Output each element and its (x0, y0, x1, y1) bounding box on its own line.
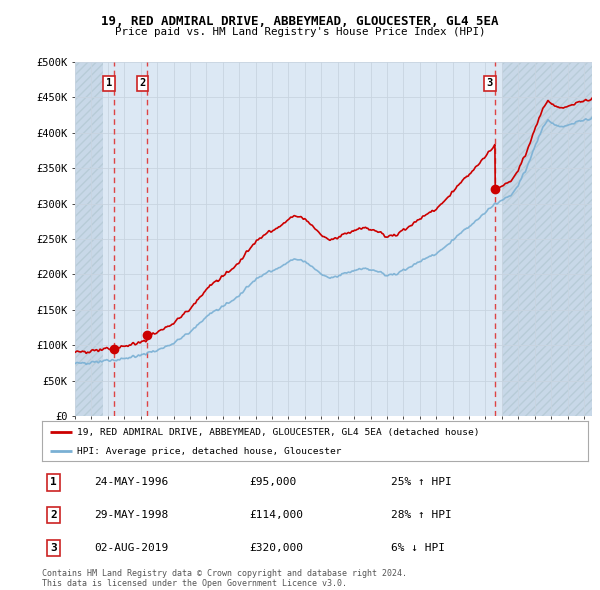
Bar (502, 62, 592, 416)
Bar (75, 62, 103, 416)
Text: Price paid vs. HM Land Registry's House Price Index (HPI): Price paid vs. HM Land Registry's House … (115, 27, 485, 37)
Text: 02-AUG-2019: 02-AUG-2019 (94, 543, 168, 553)
Text: 1: 1 (50, 477, 57, 487)
Text: 24-MAY-1996: 24-MAY-1996 (94, 477, 168, 487)
Text: 19, RED ADMIRAL DRIVE, ABBEYMEAD, GLOUCESTER, GL4 5EA: 19, RED ADMIRAL DRIVE, ABBEYMEAD, GLOUCE… (101, 15, 499, 28)
Text: Contains HM Land Registry data © Crown copyright and database right 2024.
This d: Contains HM Land Registry data © Crown c… (42, 569, 407, 588)
Text: 29-MAY-1998: 29-MAY-1998 (94, 510, 168, 520)
Text: 1: 1 (106, 78, 112, 88)
Text: £320,000: £320,000 (250, 543, 304, 553)
Text: 3: 3 (50, 543, 57, 553)
Text: HPI: Average price, detached house, Gloucester: HPI: Average price, detached house, Glou… (77, 447, 342, 456)
Text: 19, RED ADMIRAL DRIVE, ABBEYMEAD, GLOUCESTER, GL4 5EA (detached house): 19, RED ADMIRAL DRIVE, ABBEYMEAD, GLOUCE… (77, 428, 480, 437)
Text: 25% ↑ HPI: 25% ↑ HPI (391, 477, 452, 487)
Text: £95,000: £95,000 (250, 477, 297, 487)
Text: 28% ↑ HPI: 28% ↑ HPI (391, 510, 452, 520)
Text: 6% ↓ HPI: 6% ↓ HPI (391, 543, 445, 553)
Text: 3: 3 (487, 78, 493, 88)
Text: 2: 2 (50, 510, 57, 520)
Text: £114,000: £114,000 (250, 510, 304, 520)
Text: 2: 2 (139, 78, 145, 88)
